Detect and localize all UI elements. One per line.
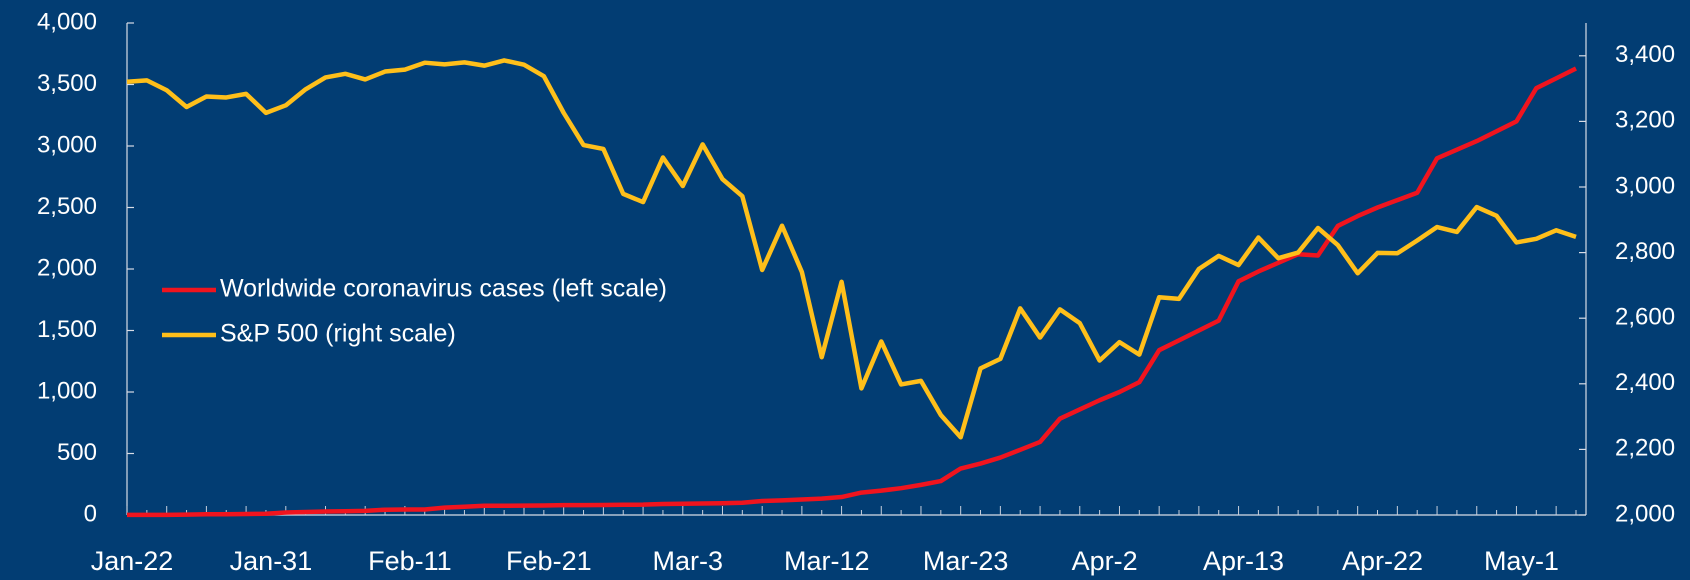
x-tick-label: Feb-21 xyxy=(506,546,592,576)
y-tick-label: 2,000 xyxy=(37,254,97,281)
legend-label: S&P 500 (right scale) xyxy=(220,320,456,348)
y-tick-label: 2,500 xyxy=(37,193,97,220)
y2-tick-label: 3,400 xyxy=(1615,41,1675,68)
y2-tick-label: 2,200 xyxy=(1615,435,1675,462)
x-tick-label: Jan-22 xyxy=(91,546,174,576)
y-tick-label: 0 xyxy=(84,500,97,527)
legend-label: Worldwide coronavirus cases (left scale) xyxy=(220,275,667,303)
y2-tick-label: 2,400 xyxy=(1615,369,1675,396)
x-tick-label: Feb-11 xyxy=(368,546,452,576)
y-tick-label: 500 xyxy=(57,439,97,466)
x-tick-label: Mar-12 xyxy=(784,546,870,576)
x-tick-label: Apr-22 xyxy=(1342,546,1423,576)
x-tick-label: May-1 xyxy=(1484,546,1559,576)
x-tick-label: Apr-2 xyxy=(1072,546,1138,576)
x-tick-label: Apr-13 xyxy=(1203,546,1284,576)
y2-tick-label: 3,000 xyxy=(1615,172,1675,199)
x-tick-label: Mar-23 xyxy=(923,546,1009,576)
data-line xyxy=(127,66,1577,518)
y2-tick-label: 3,200 xyxy=(1615,107,1675,134)
x-tick-label: Jan-31 xyxy=(230,546,313,576)
y-tick-label: 1,000 xyxy=(37,377,97,404)
y-tick-label: 4,000 xyxy=(37,8,97,35)
y2-tick-label: 2,800 xyxy=(1615,238,1675,265)
y-tick-label: 3,500 xyxy=(37,70,97,97)
y-tick-label: 1,500 xyxy=(37,316,97,343)
data-line xyxy=(126,58,1577,440)
y-tick-label: 3,000 xyxy=(37,131,97,158)
y2-tick-label: 2,600 xyxy=(1615,304,1675,331)
y2-tick-label: 2,000 xyxy=(1615,500,1675,527)
x-tick-label: Mar-3 xyxy=(653,546,724,576)
